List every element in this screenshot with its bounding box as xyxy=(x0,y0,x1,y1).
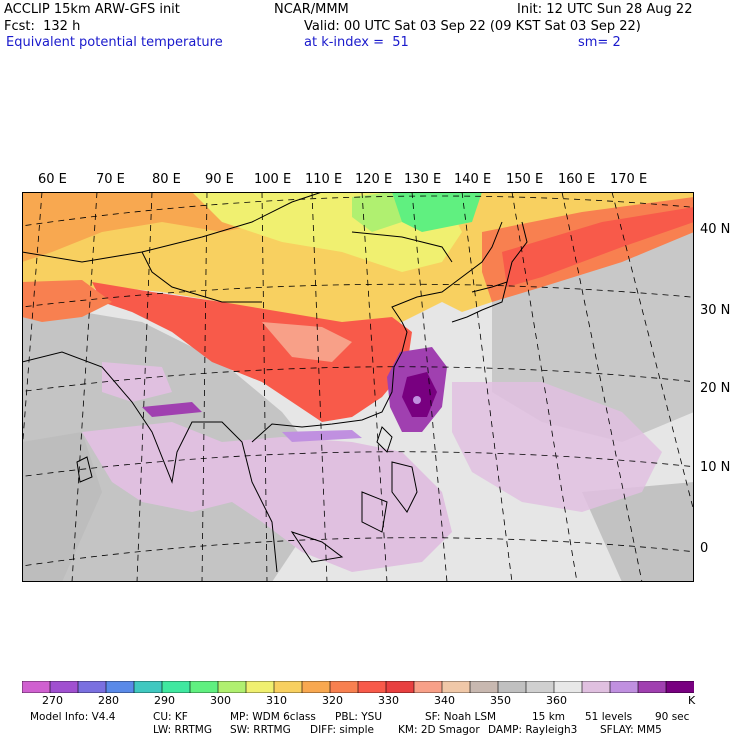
lat-label-10n: 10 N xyxy=(700,460,731,475)
pbl-scheme: PBL: YSU xyxy=(335,711,383,723)
colorbar-tick-350: 350 xyxy=(490,694,511,707)
lightgreen-patch xyxy=(352,192,402,232)
valid-time: Valid: 00 UTC Sat 03 Sep 22 (09 KST Sat … xyxy=(304,19,641,34)
colorbar-swatch xyxy=(385,681,415,693)
colorbar-swatch xyxy=(189,681,219,693)
colorbar-swatch xyxy=(217,681,247,693)
colorbar-swatch xyxy=(105,681,135,693)
colorbar-swatch xyxy=(301,681,331,693)
surface-layer-scheme: SFLAY: MM5 xyxy=(600,724,662,736)
model-title: ACCLIP 15km ARW-GFS init xyxy=(4,2,180,17)
lon-label-140e: 140 E xyxy=(454,172,492,187)
longwave-scheme: LW: RRTMG xyxy=(153,724,212,736)
lon-label-70e: 70 E xyxy=(96,172,125,187)
surface-scheme: SF: Noah LSM xyxy=(425,711,497,723)
lon-label-120e: 120 E xyxy=(355,172,393,187)
colorbar-tick-290: 290 xyxy=(154,694,175,707)
salmon-patch-china xyxy=(262,322,352,362)
typhoon-core xyxy=(402,372,437,417)
microphysics-scheme: MP: WDM 6class xyxy=(230,711,316,723)
lat-label-40n: 40 N xyxy=(700,222,731,237)
red-field-china xyxy=(92,282,412,422)
colorbar-swatch xyxy=(161,681,191,693)
colorbar-swatch xyxy=(609,681,639,693)
colorbar-swatch xyxy=(469,681,499,693)
colorbar xyxy=(22,681,694,693)
theta-e-map xyxy=(22,192,694,582)
eddy-option: KM: 2D Smagor xyxy=(398,724,480,736)
lon-label-90e: 90 E xyxy=(205,172,234,187)
field-name: Equivalent potential temperature xyxy=(6,35,223,50)
colorbar-swatch xyxy=(329,681,359,693)
colorbar-swatch xyxy=(497,681,527,693)
lon-label-130e: 130 E xyxy=(404,172,442,187)
colorbar-swatch xyxy=(441,681,471,693)
smoothing-value: sm= 2 xyxy=(578,35,621,50)
vertical-levels: 51 levels xyxy=(585,711,633,723)
lat-label-0: 0 xyxy=(700,541,709,556)
lat-label-30n: 30 N xyxy=(700,303,731,318)
colorbar-tick-360: 360 xyxy=(546,694,567,707)
colorbar-tick-270: 270 xyxy=(42,694,63,707)
lon-label-150e: 150 E xyxy=(506,172,544,187)
colorbar-swatch xyxy=(22,681,51,693)
colorbar-tick-310: 310 xyxy=(266,694,287,707)
colorbar-tick-320: 320 xyxy=(322,694,343,707)
lon-label-80e: 80 E xyxy=(152,172,181,187)
colorbar-swatch xyxy=(637,681,667,693)
colorbar-unit: K xyxy=(688,694,696,707)
colorbar-tick-330: 330 xyxy=(378,694,399,707)
colorbar-swatch xyxy=(133,681,163,693)
lilac-patch-bay xyxy=(102,362,172,402)
red-jet-east xyxy=(502,207,694,287)
model-version: Model Info: V4.4 xyxy=(30,711,116,723)
colorbar-tick-300: 300 xyxy=(210,694,231,707)
lilac-field-tropics xyxy=(82,422,452,572)
lat-label-20n: 20 N xyxy=(700,381,731,396)
diffusion-option: DIFF: simple xyxy=(310,724,374,736)
colorbar-swatch xyxy=(525,681,555,693)
purple-streak-bay xyxy=(142,402,202,417)
grid-spacing: 15 km xyxy=(532,711,566,723)
organization-label: NCAR/MMM xyxy=(274,2,349,17)
colorbar-tick-340: 340 xyxy=(434,694,455,707)
lon-label-60e: 60 E xyxy=(38,172,67,187)
lon-label-100e: 100 E xyxy=(254,172,292,187)
colorbar-swatch xyxy=(665,681,694,693)
colorbar-swatch xyxy=(77,681,107,693)
orange-north-india xyxy=(22,280,112,322)
damping-option: DAMP: Rayleigh3 xyxy=(488,724,578,736)
colorbar-swatch xyxy=(273,681,303,693)
time-step: 90 sec xyxy=(655,711,690,723)
lon-label-170e: 170 E xyxy=(610,172,648,187)
graticule xyxy=(22,192,694,582)
level-index: at k-index = 51 xyxy=(304,35,409,50)
colorbar-swatch xyxy=(581,681,611,693)
typhoon-eye xyxy=(413,396,421,404)
lilac-field-pacific xyxy=(452,382,662,512)
lon-label-160e: 160 E xyxy=(558,172,596,187)
shortwave-scheme: SW: RRTMG xyxy=(230,724,291,736)
purple-streak-scs xyxy=(282,430,362,442)
colorbar-swatch xyxy=(49,681,79,693)
colorbar-swatch xyxy=(413,681,443,693)
grey-band-se xyxy=(582,482,694,582)
coastlines xyxy=(22,192,528,573)
colorbar-tick-280: 280 xyxy=(98,694,119,707)
colorbar-swatch xyxy=(357,681,387,693)
lon-label-110e: 110 E xyxy=(305,172,343,187)
forecast-hour: Fcst: 132 h xyxy=(4,19,81,34)
colorbar-swatch xyxy=(245,681,275,693)
colorbar-swatch xyxy=(553,681,583,693)
green-patch xyxy=(382,192,482,232)
init-time: Init: 12 UTC Sun 28 Aug 22 xyxy=(517,2,693,17)
cumulus-scheme: CU: KF xyxy=(153,711,188,723)
